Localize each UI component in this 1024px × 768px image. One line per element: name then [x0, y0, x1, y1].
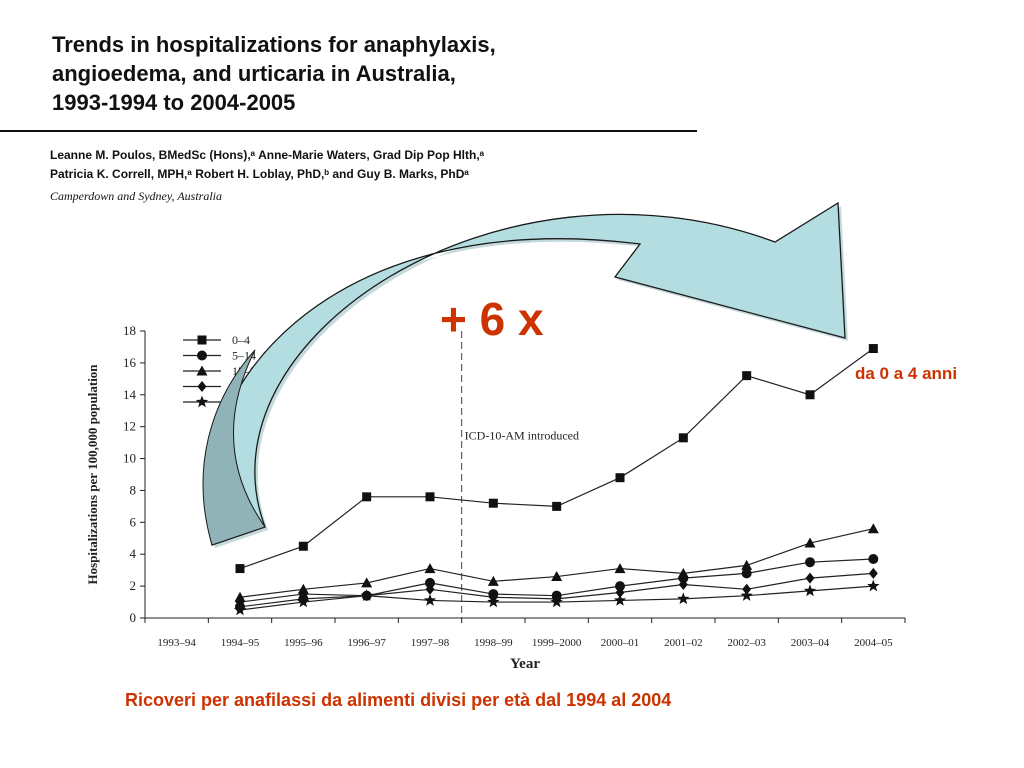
data-point: [423, 594, 437, 606]
paper-title-line-1: Trends in hospitalizations for anaphylax…: [52, 32, 496, 57]
y-tick-label: 6: [130, 514, 137, 529]
x-tick-label: 1999–2000: [532, 637, 582, 649]
y-tick-label: 10: [123, 451, 136, 466]
authors-line-2: Patricia K. Correll, MPH,ᵃ Robert H. Lob…: [50, 167, 469, 181]
x-tick-label: 1995–96: [284, 637, 323, 649]
data-point: [297, 595, 310, 608]
legend-label: 0–4: [232, 333, 250, 347]
data-point: [740, 589, 753, 601]
author-list: Leanne M. Poulos, BMedSc (Hons),ᵃ Anne-M…: [50, 146, 484, 184]
x-tick-label: 1996–97: [347, 637, 386, 649]
data-point: [742, 371, 752, 381]
slide-caption: Ricoveri per anafilassi da alimenti divi…: [125, 690, 672, 710]
affiliation: Camperdown and Sydney, Australia: [50, 189, 222, 203]
y-tick-label: 18: [123, 323, 136, 338]
data-point: [805, 572, 815, 584]
data-point: [868, 344, 878, 354]
data-point: [487, 595, 500, 608]
series-1: [235, 344, 878, 574]
series-5: [233, 579, 880, 616]
data-point: [867, 579, 880, 592]
data-point: [298, 541, 308, 551]
data-point: [615, 473, 625, 483]
icd-annotation-label: ICD-10-AM introduced: [465, 428, 579, 442]
legend-marker: [197, 350, 207, 361]
age-group-annotation: da 0 a 4 anni: [855, 364, 958, 383]
data-point: [868, 554, 879, 565]
x-tick-label: 1997–98: [411, 637, 450, 649]
legend-marker: [195, 395, 209, 408]
series-line: [239, 528, 874, 598]
data-point: [613, 594, 627, 606]
data-point: [678, 433, 688, 443]
data-point: [678, 579, 688, 591]
y-tick-label: 12: [123, 419, 136, 434]
paper-title: Trends in hospitalizations for anaphylax…: [52, 30, 692, 117]
paper-title-line-3: 1993-1994 to 2004-2005: [52, 90, 296, 115]
series-line: [239, 348, 874, 570]
data-point: [741, 559, 753, 570]
data-point: [298, 588, 308, 600]
multiplier-annotation: + 6 x: [440, 293, 544, 345]
y-tick-label: 2: [130, 578, 137, 593]
y-tick-label: 4: [130, 546, 137, 561]
data-point: [551, 571, 563, 582]
data-point: [550, 595, 563, 608]
data-point: [360, 589, 373, 601]
data-point: [615, 586, 625, 598]
data-point: [361, 577, 373, 588]
data-point: [425, 577, 435, 588]
data-point: [552, 501, 562, 511]
data-point: [677, 567, 689, 578]
data-point: [677, 592, 690, 605]
authors-line-1: Leanne M. Poulos, BMedSc (Hons),ᵃ Anne-M…: [50, 148, 485, 162]
data-point: [805, 557, 815, 568]
data-point: [425, 492, 435, 502]
x-tick-label: 2001–02: [664, 637, 703, 649]
x-axis-title: Year: [510, 656, 540, 672]
y-tick-label: 8: [130, 482, 137, 497]
data-point: [487, 575, 499, 586]
data-point: [867, 523, 879, 534]
title-divider: [0, 130, 697, 132]
legend-marker: [197, 335, 207, 345]
data-point: [235, 596, 245, 608]
y-tick-label: 0: [130, 610, 137, 625]
legend-marker: [197, 381, 207, 392]
x-tick-label: 1993–94: [157, 637, 196, 649]
x-tick-label: 2002–03: [727, 637, 766, 649]
data-point: [805, 390, 815, 400]
x-tick-label: 1998–99: [474, 637, 513, 649]
data-point: [868, 567, 878, 579]
data-point: [235, 564, 245, 574]
data-point: [614, 563, 626, 574]
series-3: [234, 523, 879, 602]
y-tick-label: 14: [123, 387, 137, 402]
data-point: [615, 581, 625, 592]
paper-title-line-2: angioedema, and urticaria in Australia,: [52, 61, 456, 86]
curved-arrow-tail-shade: [202, 349, 266, 546]
y-tick-label: 16: [123, 355, 137, 370]
data-point: [425, 583, 435, 595]
y-axis-title: Hospitalizations per 100,000 population: [85, 364, 100, 585]
x-tick-label: 2000–01: [601, 637, 640, 649]
x-tick-label: 1994–95: [221, 637, 260, 649]
data-point: [488, 498, 498, 508]
x-tick-label: 2003–04: [791, 637, 830, 649]
curved-arrow: [206, 201, 846, 546]
data-point: [233, 603, 247, 616]
data-point: [804, 537, 816, 548]
data-point: [424, 563, 436, 574]
data-point: [362, 492, 372, 502]
data-point: [741, 568, 752, 579]
x-tick-label: 2004–05: [854, 637, 893, 649]
data-point: [803, 584, 817, 597]
legend-marker: [196, 365, 208, 376]
